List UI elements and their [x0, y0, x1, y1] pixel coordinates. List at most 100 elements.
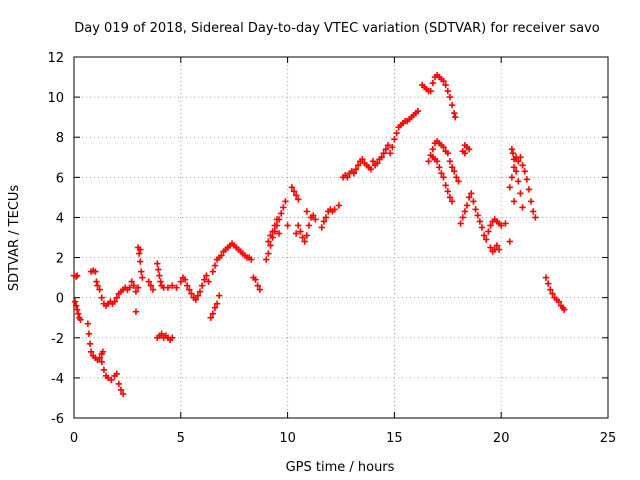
data-point: [256, 286, 264, 293]
data-point: [98, 358, 105, 366]
data-point: [517, 190, 524, 197]
data-point: [436, 164, 443, 171]
data-point: [448, 198, 456, 205]
data-point: [273, 216, 281, 223]
data-point: [169, 334, 176, 341]
data-point: [301, 238, 308, 245]
data-point: [459, 214, 466, 221]
data-point: [201, 276, 208, 283]
data-point: [555, 298, 563, 305]
data-point: [149, 286, 157, 293]
data-point: [453, 174, 460, 181]
data-point: [135, 250, 143, 257]
data-point: [465, 146, 473, 153]
data-point: [303, 232, 311, 239]
data-point: [86, 340, 94, 347]
data-point: [96, 286, 103, 293]
data-point: [414, 107, 422, 115]
data-point: [476, 218, 484, 225]
data-point: [209, 268, 217, 275]
y-tick-label: 6: [56, 171, 64, 186]
axes-ticks: 0 5 10 15 20 25 -6 -4 -2 0 2 4 6 8 10 12: [47, 51, 616, 446]
data-point: [205, 278, 212, 285]
data-point: [104, 374, 112, 382]
data-point: [442, 182, 449, 189]
data-point: [157, 278, 164, 285]
x-tick-label: 5: [177, 431, 185, 446]
y-tick-label: -2: [51, 332, 64, 347]
data-point: [480, 232, 488, 239]
data-point: [265, 238, 272, 245]
data-point: [374, 160, 381, 167]
data-point: [137, 246, 144, 253]
data-point: [444, 87, 451, 95]
data-point: [493, 242, 501, 249]
y-tick-label: 10: [47, 91, 64, 106]
data-point: [391, 136, 398, 143]
data-point: [275, 230, 283, 237]
data-point: [96, 354, 103, 362]
data-point: [303, 208, 311, 215]
data-point: [99, 348, 107, 356]
data-point: [84, 320, 92, 327]
data-point: [297, 228, 304, 235]
data-point: [280, 204, 287, 211]
data-point: [248, 256, 255, 263]
data-point: [282, 198, 289, 205]
data-point: [111, 298, 118, 305]
data-point: [352, 166, 360, 173]
data-point: [295, 222, 302, 229]
data-point: [92, 268, 99, 275]
data-point: [290, 188, 298, 195]
data-point: [440, 144, 447, 151]
data-point: [451, 168, 458, 175]
data-point: [512, 168, 520, 175]
data-point: [267, 232, 274, 239]
data-point: [378, 154, 385, 161]
data-point: [305, 222, 313, 229]
data-point: [382, 146, 390, 153]
data-point: [320, 218, 328, 225]
data-point: [549, 290, 556, 297]
data-point: [521, 168, 528, 175]
data-point: [495, 246, 503, 253]
data-point: [510, 164, 518, 171]
data-point: [452, 113, 459, 121]
data-point: [487, 222, 494, 229]
data-point: [468, 190, 475, 197]
y-axis-label: SDTVAR / TECUs: [7, 185, 22, 292]
data-point: [181, 276, 189, 283]
data-point: [100, 366, 108, 374]
data-point: [485, 228, 492, 235]
data-point: [515, 158, 522, 165]
data-point: [77, 316, 84, 323]
data-point: [440, 174, 447, 181]
data-point: [527, 198, 535, 205]
data-point: [169, 282, 176, 289]
data-point: [115, 380, 123, 388]
x-tick-label: 20: [493, 431, 510, 446]
data-point: [350, 170, 358, 177]
data-point: [544, 280, 552, 287]
data-point: [478, 224, 486, 231]
data-point: [318, 224, 325, 231]
data-point: [85, 330, 93, 337]
data-point: [295, 196, 302, 203]
data-point: [448, 101, 456, 109]
data-point: [71, 298, 79, 305]
data-point: [254, 282, 261, 289]
data-point: [74, 306, 81, 313]
data-point: [487, 244, 494, 251]
plot-frame: [73, 56, 609, 419]
y-tick-label: 4: [56, 211, 64, 226]
data-point: [446, 194, 454, 201]
data-point: [155, 266, 162, 273]
data-point: [519, 204, 526, 211]
data-point: [98, 294, 105, 301]
data-point: [132, 308, 140, 315]
data-point: [93, 278, 100, 285]
data-point: [194, 292, 202, 299]
data-point: [429, 146, 437, 153]
x-tick-label: 0: [70, 431, 78, 446]
data-point: [389, 144, 396, 151]
